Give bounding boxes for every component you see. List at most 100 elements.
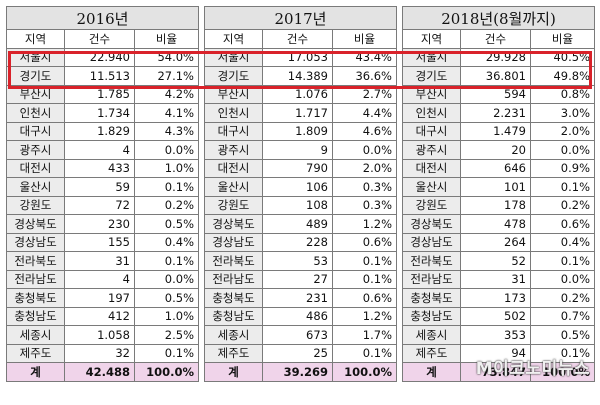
region-cell: 전라남도 — [6, 269, 65, 289]
count-cell: 1.717 — [262, 103, 333, 123]
region-cell: 강원도 — [204, 195, 263, 215]
year-header-row: 2017년 — [204, 6, 397, 30]
total-ratio: 100.0% — [332, 362, 397, 382]
count-cell: 1.058 — [64, 325, 135, 345]
count-cell: 1.076 — [262, 84, 333, 104]
table-row: 인천시 1.717 4.4% — [204, 103, 397, 123]
count-cell: 173 — [460, 288, 531, 308]
total-label: 계 — [6, 362, 65, 382]
count-cell: 9 — [262, 140, 333, 160]
count-cell: 594 — [460, 84, 531, 104]
total-row: 계 39.269 100.0% — [204, 362, 397, 382]
count-cell: 231 — [262, 288, 333, 308]
ratio-cell: 0.6% — [332, 232, 397, 252]
table-row: 경상남도 264 0.4% — [402, 232, 596, 252]
count-cell: 72 — [64, 195, 135, 215]
table-row: 광주시 4 0.0% — [6, 140, 199, 160]
ratio-cell: 49.8% — [529, 66, 596, 86]
count-cell: 20 — [460, 140, 531, 160]
ratio-cell: 0.1% — [529, 343, 596, 363]
ratio-cell: 0.0% — [529, 140, 596, 160]
table-row: 경기도 11.513 27.1% — [6, 66, 199, 86]
ratio-cell: 0.5% — [529, 325, 596, 345]
table-row: 세종시 1.058 2.5% — [6, 325, 199, 345]
table-row: 충청북도 173 0.2% — [402, 288, 596, 308]
table-2016: 2016년 지역 건수 비율 서울시 22.940 54.0% 경기도 11.513 27.1% 부… — [6, 6, 199, 382]
ratio-cell: 0.9% — [529, 158, 596, 178]
region-cell: 전라북도 — [6, 251, 65, 271]
table-row: 전라남도 4 0.0% — [6, 269, 199, 289]
count-cell: 412 — [64, 306, 135, 326]
table-row: 대전시 646 0.9% — [402, 158, 596, 178]
ratio-cell: 0.4% — [134, 232, 199, 252]
ratio-cell: 0.4% — [529, 232, 596, 252]
ratio-cell: 2.0% — [332, 158, 397, 178]
count-cell: 478 — [460, 214, 531, 234]
ratio-cell: 36.6% — [332, 66, 397, 86]
header-region: 지역 — [204, 29, 263, 49]
region-cell: 전라북도 — [402, 251, 461, 271]
count-cell: 17.053 — [262, 47, 333, 67]
header-count: 건수 — [460, 29, 531, 49]
table-row: 울산시 101 0.1% — [402, 177, 596, 197]
ratio-cell: 0.6% — [332, 288, 397, 308]
ratio-cell: 2.0% — [529, 121, 596, 141]
table-row: 전라남도 31 0.0% — [402, 269, 596, 289]
year-header-row: 2016년 — [6, 6, 199, 30]
count-cell: 1.785 — [64, 84, 135, 104]
count-cell: 36.801 — [460, 66, 531, 86]
ratio-cell: 4.1% — [134, 103, 199, 123]
table-row: 강원도 108 0.3% — [204, 195, 397, 215]
region-cell: 전라남도 — [402, 269, 461, 289]
ratio-cell: 0.2% — [529, 195, 596, 215]
count-cell: 353 — [460, 325, 531, 345]
table-row: 서울시 29.928 40.5% — [402, 47, 596, 67]
ratio-cell: 0.1% — [332, 343, 397, 363]
table-row: 전라남도 27 0.1% — [204, 269, 397, 289]
table-row: 충청남도 502 0.7% — [402, 306, 596, 326]
total-count: 73.847 — [460, 362, 531, 382]
header-region: 지역 — [402, 29, 461, 49]
count-cell: 228 — [262, 232, 333, 252]
ratio-cell: 3.0% — [529, 103, 596, 123]
ratio-cell: 0.0% — [332, 140, 397, 160]
count-cell: 27 — [262, 269, 333, 289]
region-cell: 경기도 — [6, 66, 65, 86]
ratio-cell: 0.0% — [529, 269, 596, 289]
header-count: 건수 — [262, 29, 333, 49]
table-row: 충청남도 412 1.0% — [6, 306, 199, 326]
ratio-cell: 0.1% — [332, 269, 397, 289]
ratio-cell: 4.4% — [332, 103, 397, 123]
ratio-cell: 1.2% — [332, 306, 397, 326]
table-row: 대전시 790 2.0% — [204, 158, 397, 178]
count-cell: 486 — [262, 306, 333, 326]
region-cell: 경기도 — [204, 66, 263, 86]
count-cell: 22.940 — [64, 47, 135, 67]
region-cell: 세종시 — [204, 325, 263, 345]
table-2017: 2017년 지역 건수 비율 서울시 17.053 43.4% 경기도 14.389 36.6% 부… — [204, 6, 397, 382]
ratio-cell: 1.0% — [134, 306, 199, 326]
ratio-cell: 54.0% — [134, 47, 199, 67]
table-row: 제주도 25 0.1% — [204, 343, 397, 363]
region-cell: 광주시 — [204, 140, 263, 160]
count-cell: 52 — [460, 251, 531, 271]
region-cell: 울산시 — [402, 177, 461, 197]
region-cell: 세종시 — [402, 325, 461, 345]
count-cell: 502 — [460, 306, 531, 326]
region-cell: 서울시 — [6, 47, 65, 67]
table-row: 세종시 353 0.5% — [402, 325, 596, 345]
table-row: 강원도 178 0.2% — [402, 195, 596, 215]
table-row: 부산시 1.076 2.7% — [204, 84, 397, 104]
table-row: 광주시 9 0.0% — [204, 140, 397, 160]
count-cell: 230 — [64, 214, 135, 234]
count-cell: 11.513 — [64, 66, 135, 86]
ratio-cell: 2.5% — [134, 325, 199, 345]
ratio-cell: 1.0% — [134, 158, 199, 178]
region-cell: 부산시 — [204, 84, 263, 104]
ratio-cell: 0.0% — [134, 269, 199, 289]
count-cell: 59 — [64, 177, 135, 197]
table-row: 대구시 1.809 4.6% — [204, 121, 397, 141]
table-row: 부산시 594 0.8% — [402, 84, 596, 104]
count-cell: 2.231 — [460, 103, 531, 123]
table-row: 대전시 433 1.0% — [6, 158, 199, 178]
